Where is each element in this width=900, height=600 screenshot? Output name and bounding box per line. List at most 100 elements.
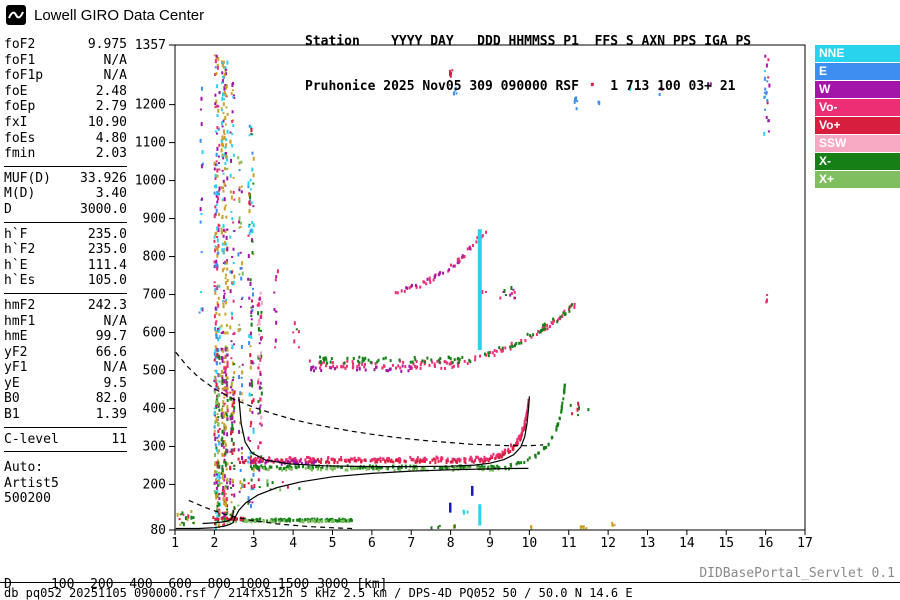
param-row-clevel: C-level 11 — [4, 432, 127, 448]
param-row-he: h`E 111.4 — [4, 258, 127, 274]
x-tick-label: 12 — [600, 536, 616, 551]
distance-row: D 100 200 400 600 800 1000 1500 3000 [km… — [4, 577, 388, 592]
param-label: yF1 — [4, 360, 28, 376]
overlay-lines — [175, 351, 544, 530]
x-tick-label: 7 — [407, 536, 415, 551]
param-value: 235.0 — [87, 226, 127, 242]
electron-density-profile-line — [175, 467, 529, 530]
muf-table: D 100 200 400 600 800 1000 1500 3000 [km… — [4, 550, 395, 600]
param-label: C-level — [4, 431, 59, 447]
y-tick-label: 800 — [143, 250, 166, 265]
station-header-values: Pruhonice 2025 Nov05 309 090000 RSF 1 71… — [305, 79, 736, 94]
param-value: 2.03 — [95, 146, 127, 162]
legend-item-vo-minus: Vo- — [815, 99, 900, 116]
param-row-foes: foEs 4.80 — [4, 131, 127, 147]
legend-item-x-minusplus: X+ — [815, 171, 900, 188]
param-group: MUF(D) 33.926 M(D) 3.40 D 3000.0 — [4, 171, 127, 223]
y-tick-labels: 1357 1200 1100 1000 900 800 700 600 500 400 300 200… — [135, 38, 166, 538]
param-label: yE — [4, 375, 20, 391]
autoscaling-block: Auto: Artist5 500200 — [4, 460, 127, 507]
param-label: M(D) — [4, 186, 36, 202]
param-row-foep: foEp 2.79 — [4, 99, 127, 115]
param-row-hf: h`F 235.0 — [4, 227, 127, 243]
param-row-fmin: fmin 2.03 — [4, 146, 127, 162]
param-label: hmF1 — [4, 313, 36, 329]
param-label: fmin — [4, 146, 36, 162]
y-tick-label: 80 — [150, 523, 166, 538]
giro-logo-icon — [6, 5, 26, 25]
servlet-version: DIDBasePortal_Servlet 0.1 — [699, 566, 895, 581]
y-tick-label: 300 — [143, 439, 166, 454]
x-tick-label: 2 — [210, 536, 218, 551]
param-value: 1.39 — [95, 407, 127, 423]
param-group: hmF2 242.3 hmF1 N/A hmE 99.7 yF2 66.6 yF1 N/A yE 9.… — [4, 298, 127, 428]
param-label: h`F — [4, 226, 28, 242]
y-tick-label: 200 — [143, 477, 166, 492]
status-bar: db pq052 20251105 090000.rsf / 214fx512h… — [4, 586, 633, 600]
station-header: Station YYYY DAY DDD HHMMSS P1 FFS S AXN… — [305, 4, 751, 124]
param-group: C-level 11 — [4, 432, 127, 453]
param-label: MUF(D) — [4, 170, 51, 186]
parameter-panel: foF2 9.975 foF1 N/A foF1p N/A foE 2.48 foEp 2.79 f… — [4, 37, 127, 507]
param-value: 105.0 — [87, 273, 127, 289]
x-tick-label: 5 — [329, 536, 337, 551]
footer-divider — [0, 582, 900, 583]
param-row-yf2: yF2 66.6 — [4, 345, 127, 361]
param-value: 2.48 — [95, 83, 127, 99]
param-label: D — [4, 201, 12, 217]
auto-lines: Artist5 500200 — [4, 476, 127, 507]
param-value: N/A — [103, 360, 127, 376]
param-label: hmF2 — [4, 297, 36, 313]
auto-line: Artist5 — [4, 475, 59, 491]
legend-item-ssw: SSW — [815, 135, 900, 152]
x-tick-label: 9 — [486, 536, 494, 551]
y-tick-label: 1200 — [135, 98, 166, 113]
x-tick-labels: 1 2 3 4 5 6 7 8 9 10 11 12 13 14 15 16 17 — [171, 536, 813, 551]
param-row-ye: yE 9.5 — [4, 376, 127, 392]
param-label: foF1p — [4, 68, 44, 84]
station-header-columns: Station YYYY DAY DDD HHMMSS P1 FFS S AXN… — [305, 34, 752, 49]
param-label: foE — [4, 83, 28, 99]
y-tick-label: 1000 — [135, 174, 166, 189]
param-label: foEp — [4, 99, 36, 115]
param-value: N/A — [103, 68, 127, 84]
param-row-yf1: yF1 N/A — [4, 360, 127, 376]
param-row-fxi: fxI 10.90 — [4, 115, 127, 131]
x-tick-label: 17 — [797, 536, 813, 551]
x-tick-label: 13 — [640, 536, 656, 551]
x-tick-label: 14 — [679, 536, 695, 551]
x-tick-label: 6 — [368, 536, 376, 551]
x-tick-label: 16 — [758, 536, 774, 551]
fitted-f-trace-line — [238, 396, 530, 468]
param-row-hme: hmE 99.7 — [4, 329, 127, 345]
param-value: 3000.0 — [80, 201, 127, 217]
param-label: foF2 — [4, 37, 36, 52]
plot-axes — [169, 44, 806, 535]
param-value: 33.926 — [80, 170, 127, 186]
param-value: 235.0 — [87, 242, 127, 258]
param-label: h`Es — [4, 273, 36, 289]
param-label: foF1 — [4, 52, 36, 68]
param-value: 4.80 — [95, 130, 127, 146]
param-label: hmE — [4, 329, 28, 345]
y-tick-label: 500 — [143, 363, 166, 378]
param-row-hf2: h`F2 235.0 — [4, 242, 127, 258]
param-row-hmf1: hmF1 N/A — [4, 314, 127, 330]
muf-transmission-curve — [175, 351, 544, 447]
legend-item-e: E — [815, 63, 900, 80]
param-row-b1: B1 1.39 — [4, 407, 127, 423]
param-group: h`F 235.0 h`F2 235.0 h`E 111.4 h`Es 105.0 — [4, 227, 127, 294]
parameter-groups: foF2 9.975 foF1 N/A foF1p N/A foE 2.48 foEp 2.79 f… — [4, 37, 127, 453]
fitted-e-trace-line — [202, 510, 235, 525]
param-row-d: D 3000.0 — [4, 202, 127, 218]
trace-dots — [212, 230, 576, 524]
y-tick-label: 900 — [143, 212, 166, 227]
x-tick-label: 1 — [171, 536, 179, 551]
legend-item-vo-minusplus: Vo+ — [815, 117, 900, 134]
param-row-mufd: MUF(D) 33.926 — [4, 171, 127, 187]
x-tick-label: 10 — [522, 536, 538, 551]
brand-title: Lowell GIRO Data Center — [34, 6, 205, 24]
x-tick-label: 3 — [250, 536, 258, 551]
brand-header: Lowell GIRO Data Center — [6, 5, 204, 25]
